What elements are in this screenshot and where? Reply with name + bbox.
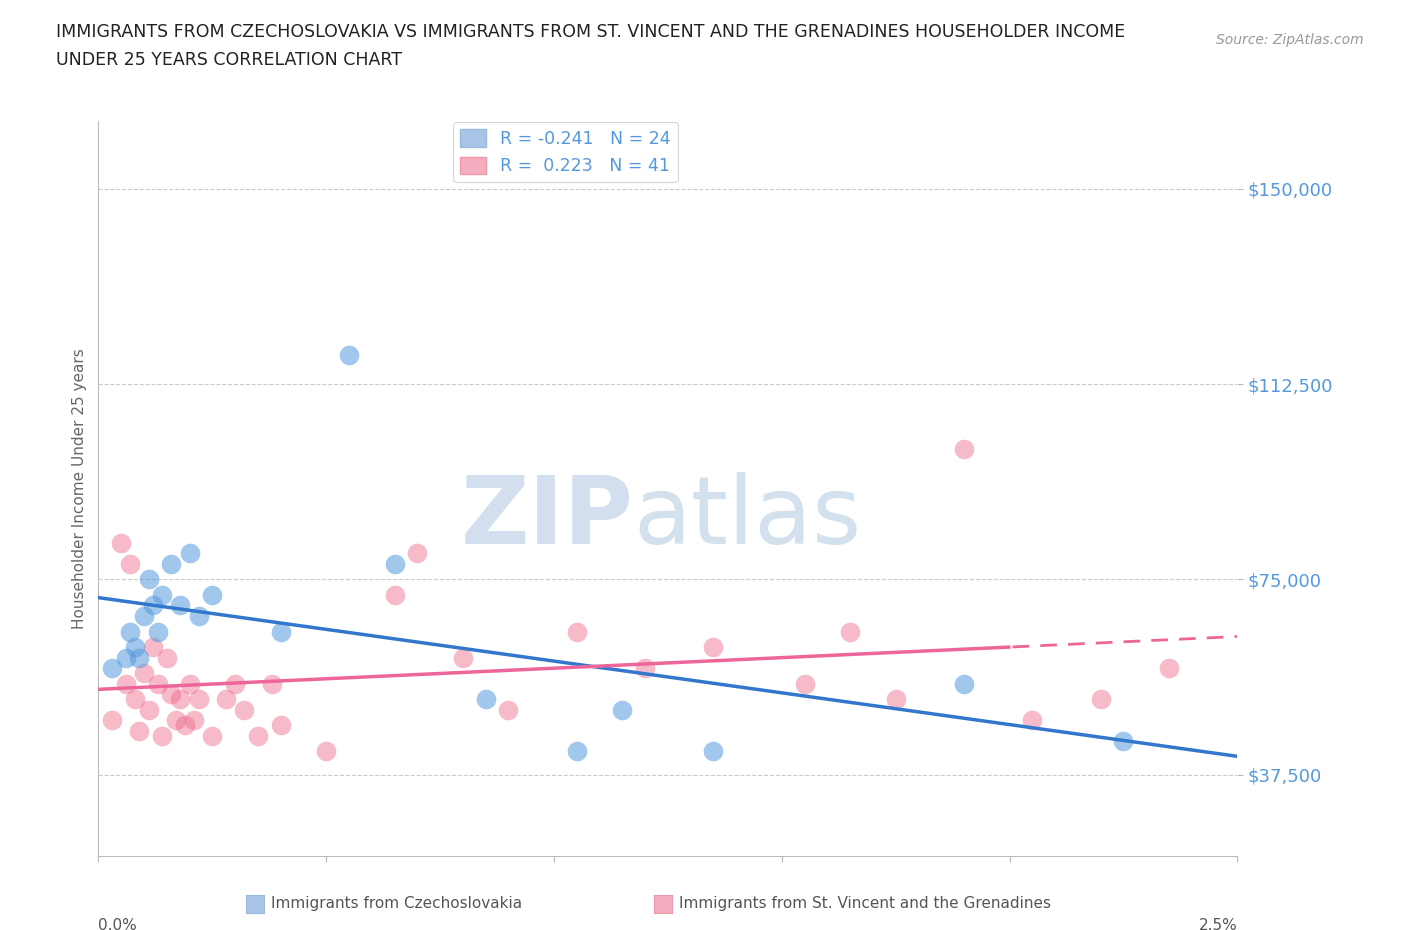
Point bbox=[101, 660, 124, 675]
Point bbox=[124, 640, 146, 655]
Point bbox=[128, 724, 150, 738]
Point bbox=[384, 556, 406, 571]
Point bbox=[165, 712, 187, 727]
Point bbox=[260, 676, 283, 691]
Point bbox=[884, 692, 907, 707]
Point bbox=[565, 624, 588, 639]
Point bbox=[187, 608, 209, 623]
Point bbox=[187, 692, 209, 707]
Point bbox=[179, 676, 201, 691]
Point bbox=[224, 676, 246, 691]
Text: IMMIGRANTS FROM CZECHOSLOVAKIA VS IMMIGRANTS FROM ST. VINCENT AND THE GRENADINES: IMMIGRANTS FROM CZECHOSLOVAKIA VS IMMIGR… bbox=[56, 23, 1125, 41]
Point bbox=[183, 712, 205, 727]
Point bbox=[146, 676, 169, 691]
Point bbox=[132, 608, 155, 623]
Point bbox=[702, 640, 724, 655]
Point bbox=[793, 676, 815, 691]
Point bbox=[839, 624, 862, 639]
Point bbox=[142, 598, 165, 613]
Point bbox=[565, 744, 588, 759]
Point bbox=[110, 536, 132, 551]
Point bbox=[612, 702, 634, 717]
Point bbox=[406, 546, 429, 561]
Text: 0.0%: 0.0% bbox=[98, 918, 138, 930]
Point bbox=[169, 692, 191, 707]
Point bbox=[451, 650, 474, 665]
Point bbox=[215, 692, 238, 707]
Point bbox=[114, 676, 136, 691]
Point bbox=[150, 588, 173, 603]
Point bbox=[114, 650, 136, 665]
Point bbox=[246, 728, 269, 743]
Point bbox=[174, 718, 197, 733]
Point bbox=[953, 442, 976, 457]
Point bbox=[201, 728, 224, 743]
Point bbox=[179, 546, 201, 561]
Point bbox=[138, 572, 160, 587]
Point bbox=[150, 728, 173, 743]
Point bbox=[160, 686, 183, 701]
Text: atlas: atlas bbox=[634, 472, 862, 564]
Point bbox=[156, 650, 179, 665]
Point bbox=[315, 744, 337, 759]
Point bbox=[498, 702, 520, 717]
Text: Immigrants from Czechoslovakia: Immigrants from Czechoslovakia bbox=[271, 897, 523, 911]
Text: Source: ZipAtlas.com: Source: ZipAtlas.com bbox=[1216, 33, 1364, 46]
Point bbox=[337, 348, 360, 363]
Point bbox=[142, 640, 165, 655]
Text: Immigrants from St. Vincent and the Grenadines: Immigrants from St. Vincent and the Gren… bbox=[679, 897, 1052, 911]
Point bbox=[1157, 660, 1180, 675]
Point bbox=[120, 624, 142, 639]
Point bbox=[1090, 692, 1112, 707]
Text: 2.5%: 2.5% bbox=[1198, 918, 1237, 930]
Point bbox=[270, 624, 292, 639]
Point bbox=[384, 588, 406, 603]
Point bbox=[474, 692, 496, 707]
Y-axis label: Householder Income Under 25 years: Householder Income Under 25 years bbox=[72, 348, 87, 629]
Point bbox=[702, 744, 724, 759]
Point bbox=[169, 598, 191, 613]
Text: ZIP: ZIP bbox=[461, 472, 634, 564]
Point bbox=[1112, 734, 1135, 749]
Point bbox=[128, 650, 150, 665]
Text: UNDER 25 YEARS CORRELATION CHART: UNDER 25 YEARS CORRELATION CHART bbox=[56, 51, 402, 69]
Legend: R = -0.241   N = 24, R =  0.223   N = 41: R = -0.241 N = 24, R = 0.223 N = 41 bbox=[453, 122, 678, 182]
Point bbox=[953, 676, 976, 691]
Point bbox=[101, 712, 124, 727]
Point bbox=[634, 660, 657, 675]
Point bbox=[270, 718, 292, 733]
Point bbox=[138, 702, 160, 717]
Point bbox=[120, 556, 142, 571]
Point bbox=[1021, 712, 1043, 727]
Point bbox=[160, 556, 183, 571]
Point bbox=[233, 702, 256, 717]
Point bbox=[124, 692, 146, 707]
Point bbox=[146, 624, 169, 639]
Point bbox=[132, 666, 155, 681]
Point bbox=[201, 588, 224, 603]
